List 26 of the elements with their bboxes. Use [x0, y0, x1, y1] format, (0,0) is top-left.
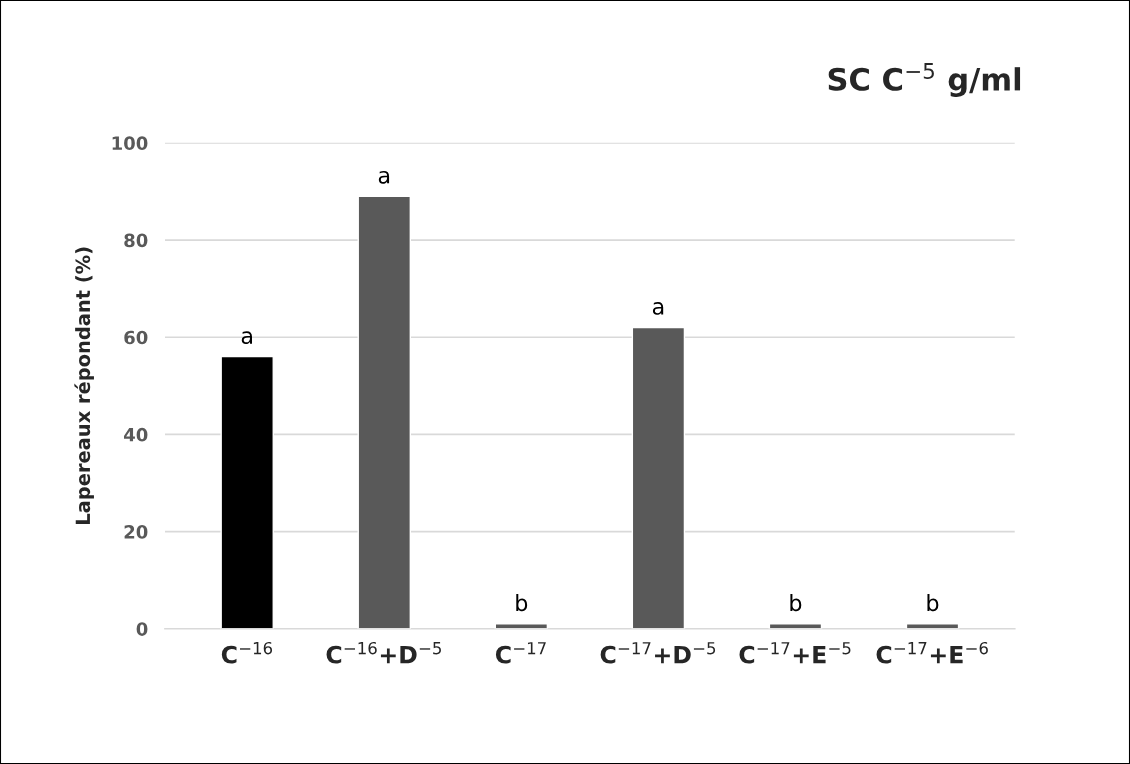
y-tick-label: 20	[124, 525, 148, 539]
y-tick-label: 100	[112, 136, 148, 150]
y-tick-label: 60	[124, 330, 148, 345]
y-tick-label: 40	[124, 427, 148, 442]
bar	[357, 195, 412, 629]
x-tick-label: C$^{−17}$+E$^{−6}$	[876, 641, 988, 664]
y-axis-title: Lapereaux répondant (%)	[74, 247, 94, 524]
data-label: b	[790, 594, 802, 612]
data-label: b	[516, 594, 528, 612]
bar	[631, 326, 686, 629]
bar	[494, 623, 549, 629]
x-tick-label: C$^{−17}$+E$^{−5}$	[739, 642, 851, 664]
data-label: a	[241, 331, 253, 345]
x-tick-label: C$^{−17}$	[495, 642, 546, 664]
x-tick-label: C$^{−17}$+D$^{−5}$	[600, 642, 716, 664]
bar	[220, 355, 274, 629]
x-tick-label: C$^{−16}$	[221, 641, 273, 664]
y-tick-label: 0	[136, 622, 148, 636]
x-tick-label: C$^{−16}$+D$^{−5}$	[326, 641, 441, 664]
data-label: a	[378, 170, 390, 184]
data-label: a	[652, 302, 664, 315]
bar	[905, 623, 960, 629]
bar	[768, 623, 823, 629]
chart-title: SC C$^{−5}$ g/ml	[828, 63, 1021, 97]
y-tick-label: 80	[124, 233, 148, 248]
data-label: b	[927, 594, 939, 612]
